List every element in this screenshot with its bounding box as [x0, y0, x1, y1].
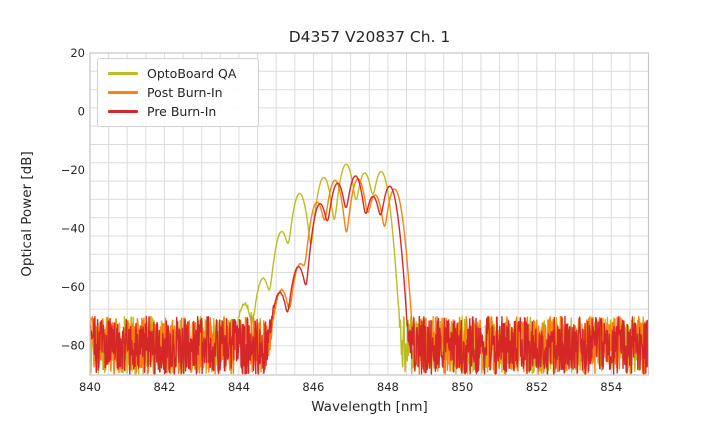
legend-label: Post Burn-In [147, 85, 223, 100]
legend-label: OptoBoard QA [147, 66, 237, 81]
y-tick-label: −60 [61, 280, 85, 294]
x-tick-label: 848 [377, 380, 399, 394]
x-tick-label: 846 [302, 380, 324, 394]
y-axis-label: Optical Power [dB] [19, 151, 35, 277]
y-tick-label: −40 [61, 222, 85, 236]
x-tick-label: 852 [526, 380, 548, 394]
legend-item: OptoBoard QA [108, 64, 250, 83]
x-tick-label: 854 [600, 380, 622, 394]
legend-line-swatch [108, 72, 138, 75]
x-tick-label: 842 [153, 380, 175, 394]
legend: OptoBoard QA Post Burn-In Pre Burn-In [97, 58, 259, 127]
x-tick-label: 844 [228, 380, 250, 394]
y-tick-label: 20 [70, 46, 85, 60]
plot-spines [89, 52, 650, 376]
y-tick-label: −20 [61, 163, 85, 177]
x-axis-label: Wavelength [nm] [311, 399, 428, 415]
legend-label: Pre Burn-In [147, 104, 217, 119]
legend-item: Post Burn-In [108, 83, 250, 102]
y-tick-label: −80 [61, 339, 85, 353]
x-tick-label: 840 [79, 380, 101, 394]
legend-line-swatch [108, 91, 138, 94]
legend-item: Pre Burn-In [108, 102, 250, 121]
y-tick-label: 0 [78, 105, 85, 119]
series-line-pre-burn-in [90, 175, 649, 375]
chart-title: D4357 V20837 Ch. 1 [288, 28, 451, 46]
x-tick-label: 850 [451, 380, 473, 394]
legend-line-swatch [108, 110, 138, 113]
